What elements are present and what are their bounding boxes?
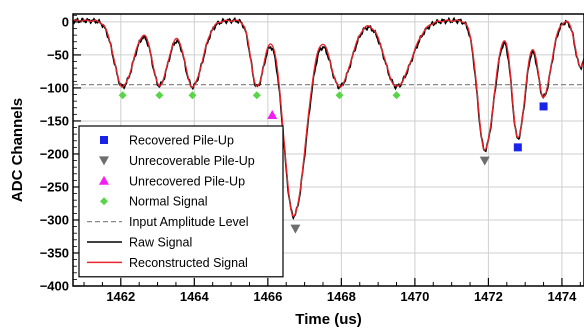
- legend-item: Normal Signal: [100, 195, 208, 209]
- legend-label: Recovered Pile-Up: [129, 134, 234, 148]
- normal-marker: [392, 91, 401, 100]
- y-tick-label: −400: [40, 279, 69, 294]
- x-tick-label: 1474: [547, 289, 577, 304]
- ticks: 1462 1464 1466 1468 1470 1472 1474 0 −50 −100 −150…: [40, 14, 581, 304]
- legend-label: Normal Signal: [129, 195, 208, 209]
- recovered-marker: [539, 102, 548, 111]
- legend: Recovered Pile-Up Unrecoverable Pile-Up Un…: [78, 125, 284, 278]
- unrecovered-marker: [267, 110, 278, 120]
- y-tick-label: −100: [40, 80, 69, 95]
- legend-item: Input Amplitude Level: [87, 215, 249, 229]
- unrecoverable-marker: [290, 224, 301, 234]
- recovered-marker: [513, 143, 522, 152]
- legend-swatch: [100, 197, 108, 206]
- x-tick-label: 1466: [253, 289, 282, 304]
- reconstructed-signal-line: [72, 19, 584, 218]
- x-tick-label: 1462: [106, 289, 135, 304]
- legend-label: Input Amplitude Level: [129, 215, 249, 229]
- legend-label: Unrecoverable Pile-Up: [129, 154, 255, 168]
- y-tick-label: −200: [40, 146, 69, 161]
- y-tick-label: −350: [40, 245, 69, 260]
- legend-swatch: [99, 156, 109, 166]
- x-tick-label: 1472: [474, 289, 503, 304]
- x-axis-label: Time (us): [295, 311, 361, 328]
- legend-item: Unrecoverable Pile-Up: [99, 154, 255, 168]
- y-tick-label: −250: [40, 179, 69, 194]
- y-tick-label: −300: [40, 212, 69, 227]
- y-tick-label: −50: [47, 47, 69, 62]
- y-axis-label: ADC Channels: [9, 98, 26, 202]
- unrecoverable-marker: [479, 156, 490, 166]
- x-tick-label: 1470: [400, 289, 429, 304]
- legend-label: Unrecovered Pile-Up: [129, 174, 245, 188]
- x-tick-label: 1464: [180, 289, 210, 304]
- markers: [118, 91, 548, 234]
- legend-box: [78, 125, 284, 278]
- legend-swatch: [99, 175, 109, 185]
- plot-frame: [72, 13, 584, 287]
- legend-label: Raw Signal: [129, 236, 192, 250]
- y-tick-label: 0: [62, 14, 69, 29]
- y-tick-label: −150: [40, 113, 69, 128]
- legend-item: Unrecovered Pile-Up: [99, 174, 245, 188]
- legend-item: Reconstructed Signal: [87, 256, 248, 270]
- normal-marker: [155, 91, 164, 100]
- legend-item: Raw Signal: [87, 236, 192, 250]
- legend-label: Reconstructed Signal: [129, 256, 248, 270]
- normal-marker: [335, 91, 344, 100]
- legend-item: Recovered Pile-Up: [100, 134, 234, 148]
- x-tick-label: 1468: [327, 289, 356, 304]
- normal-marker: [188, 91, 197, 100]
- normal-marker: [118, 91, 127, 100]
- legend-swatch: [100, 136, 108, 144]
- normal-marker: [252, 91, 261, 100]
